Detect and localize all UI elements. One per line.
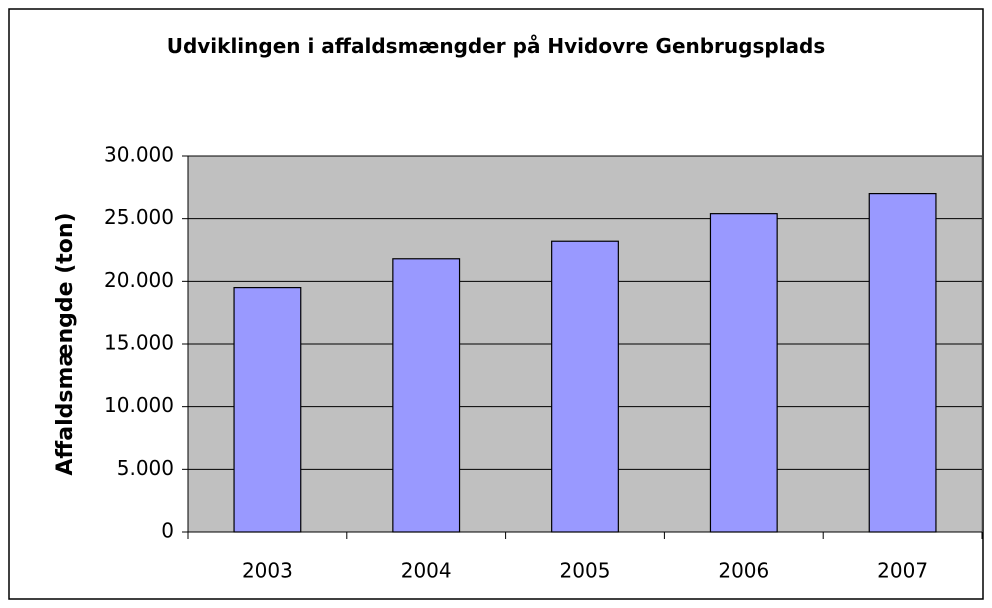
bar bbox=[551, 240, 619, 533]
bar bbox=[868, 193, 937, 533]
y-tick-label: 30.000 bbox=[104, 143, 174, 167]
x-tick-label: 2005 bbox=[560, 559, 611, 583]
x-tick-label: 2006 bbox=[718, 559, 769, 583]
bar bbox=[392, 258, 461, 533]
bar bbox=[233, 287, 302, 533]
y-tick-label: 5.000 bbox=[117, 456, 174, 480]
chart-title: Udviklingen i affaldsmængder på Hvidovre… bbox=[166, 34, 826, 58]
y-tick-label: 10.000 bbox=[104, 393, 174, 417]
bar bbox=[709, 213, 778, 533]
y-tick-label: 15.000 bbox=[104, 331, 174, 355]
x-tick-label: 2003 bbox=[242, 559, 293, 583]
y-tick-label: 25.000 bbox=[104, 205, 174, 229]
y-tick-label: 0 bbox=[161, 519, 174, 543]
x-tick-label: 2007 bbox=[877, 559, 928, 583]
y-axis-label: Affaldsmængde (ton) bbox=[53, 212, 78, 475]
x-tick-label: 2004 bbox=[401, 559, 452, 583]
y-tick-label: 20.000 bbox=[104, 268, 174, 292]
